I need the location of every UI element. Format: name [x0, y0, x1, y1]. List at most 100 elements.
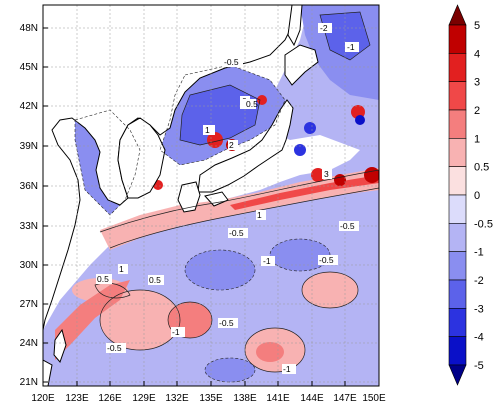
negative-patch-s2 — [270, 239, 330, 271]
lat-label: 21N — [20, 377, 38, 388]
land — [43, 5, 319, 386]
lower-coast — [43, 359, 53, 386]
lon-label: 147E — [333, 393, 357, 404]
colorbar-label: 0.5 — [474, 162, 489, 174]
svg-text:-1: -1 — [263, 256, 271, 266]
contour-label: 1 — [203, 125, 215, 135]
contour-label: 1 — [256, 210, 266, 220]
contour-label: -1 — [171, 327, 185, 337]
colorbar-segment — [448, 308, 467, 337]
lon-label: 144E — [300, 393, 324, 404]
svg-text:0.5: 0.5 — [149, 275, 161, 285]
svg-text:-0.5: -0.5 — [107, 343, 122, 353]
svg-text:-0.5: -0.5 — [229, 228, 244, 238]
colorbar-label: 4 — [474, 48, 480, 60]
svg-text:-2: -2 — [320, 23, 328, 33]
lat-label: 48N — [20, 23, 38, 34]
lon-label: 120E — [31, 393, 55, 404]
tick-marks — [42, 27, 380, 386]
svg-text:2: 2 — [229, 140, 234, 150]
contour-label: -0.5 — [218, 318, 238, 328]
lat-label: 45N — [20, 62, 38, 73]
lat-label: 36N — [20, 181, 38, 192]
negative-patch-s3 — [205, 358, 255, 382]
gridlines — [43, 5, 379, 386]
svg-text:0.5: 0.5 — [97, 274, 109, 284]
contour-label: 1 — [118, 264, 128, 274]
svg-text:-0.5: -0.5 — [340, 221, 355, 231]
colorbar-label: 0 — [474, 190, 480, 202]
colorbar-segment — [448, 223, 467, 252]
svg-text:-1: -1 — [347, 42, 355, 52]
svg-text:-0.5: -0.5 — [219, 318, 234, 328]
colorbar-segment — [448, 109, 467, 139]
contour-label: 0.5 — [148, 275, 164, 285]
contour-label: -0.5 — [318, 255, 338, 265]
lat-label: 42N — [20, 101, 38, 112]
contour-label: 0.5 — [96, 274, 112, 284]
contour-label: -2 — [318, 23, 332, 33]
svg-text:1: 1 — [205, 125, 210, 135]
lon-label: 126E — [98, 393, 122, 404]
lat-label: 30N — [20, 260, 38, 271]
colorbar-label: 3 — [474, 77, 480, 89]
colorbar-label: 2 — [474, 105, 480, 117]
colorbar-label: -3 — [474, 303, 484, 315]
colorbar-label: -0.5 — [474, 218, 493, 230]
contour-label: -0.5 — [106, 343, 126, 353]
colorbar-label: 1 — [474, 133, 480, 145]
positive-patch-e — [302, 272, 358, 308]
contour-label: -1 — [261, 256, 275, 266]
taiwan — [53, 328, 67, 363]
lon-label: 123E — [65, 393, 89, 404]
contour-label: -1 — [282, 364, 296, 374]
contour-label: -1 — [345, 42, 359, 52]
lon-label: 132E — [165, 393, 189, 404]
lon-label: 150E — [362, 393, 386, 404]
korea-peninsula — [117, 117, 166, 199]
colorbar: 5 4 3 2 1 0.5 0 -0.5 -1 -2 -3 -4 -5 — [448, 4, 493, 386]
positive-patch-se-core — [256, 342, 284, 362]
negative-patch-s1 — [185, 250, 255, 290]
colorbar-segment — [448, 81, 467, 111]
colorbar-segment — [448, 24, 467, 54]
lat-label: 39N — [20, 141, 38, 152]
colorbar-segment — [448, 53, 467, 82]
lat-label: 27N — [20, 299, 38, 310]
svg-text:1: 1 — [257, 210, 262, 220]
contour-label-group: -2 -1 -0.5 0 0.5 1 2 3 -0.5 -1 -0.5 1 -1… — [96, 23, 359, 374]
contour-label: 0.5 — [240, 99, 258, 109]
colorbar-label: -4 — [474, 332, 484, 344]
lon-label: 141E — [266, 393, 290, 404]
lat-label: 33N — [20, 221, 38, 232]
contour-label: -0.5 — [223, 57, 243, 67]
colorbar-arrow-top — [448, 4, 467, 26]
colorbar-label: -2 — [474, 275, 484, 287]
colorbar-segment — [448, 336, 467, 366]
svg-text:0.5: 0.5 — [246, 99, 258, 109]
colorbar-label: 5 — [474, 20, 480, 32]
contour-label: -0.5 — [228, 228, 248, 238]
honshu — [197, 99, 294, 193]
colorbar-segment — [448, 194, 467, 224]
svg-text:3: 3 — [324, 169, 329, 179]
colorbar-label: -5 — [474, 360, 484, 372]
longitude-labels: 120E 123E 126E 129E 132E 135E 138E 141E … — [31, 393, 386, 404]
colorbar-segment — [448, 138, 467, 167]
asia-mainland — [43, 5, 301, 331]
colorbar-label: -1 — [474, 247, 484, 259]
taiwan-strait-positive — [55, 280, 130, 360]
colorbar-segment — [448, 251, 467, 281]
lon-label: 135E — [199, 393, 223, 404]
contour-label: 2 — [228, 140, 238, 150]
svg-text:-0.5: -0.5 — [224, 57, 239, 67]
lon-label: 138E — [233, 393, 257, 404]
contour-label: -0.5 — [339, 221, 359, 231]
colorbar-segment — [448, 279, 467, 309]
sakhalin — [287, 5, 303, 47]
svg-text:-1: -1 — [283, 364, 291, 374]
lon-label: 129E — [132, 393, 156, 404]
colorbar-arrow-bottom — [448, 364, 467, 386]
latitude-labels: 48N 45N 42N 39N 36N 33N 30N 27N 24N 21N — [20, 23, 38, 388]
